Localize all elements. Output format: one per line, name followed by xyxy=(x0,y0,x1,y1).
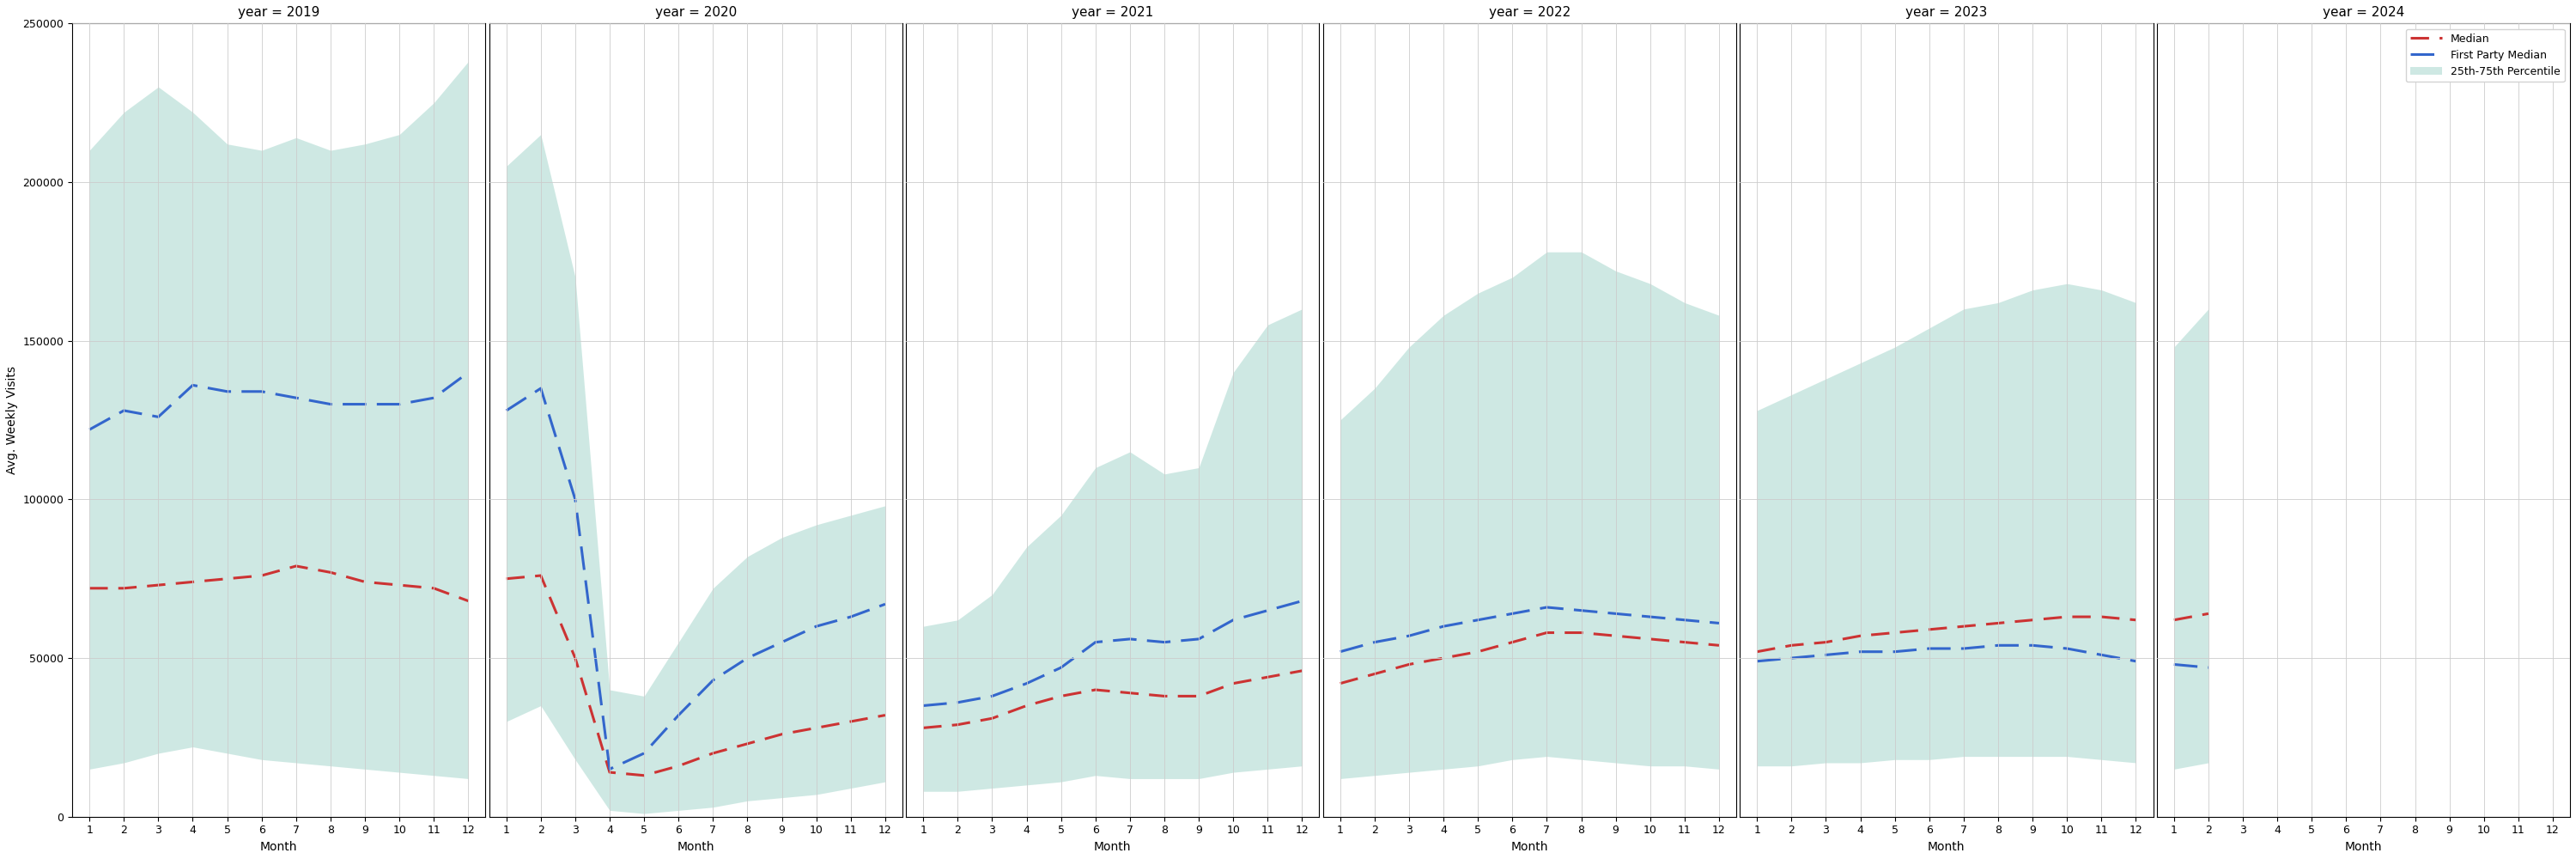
X-axis label: Month: Month xyxy=(2344,841,2383,853)
Title: year = 2024: year = 2024 xyxy=(2324,6,2403,19)
Title: year = 2021: year = 2021 xyxy=(1072,6,1154,19)
Title: year = 2020: year = 2020 xyxy=(654,6,737,19)
Title: year = 2023: year = 2023 xyxy=(1906,6,1989,19)
X-axis label: Month: Month xyxy=(260,841,299,853)
Legend: Median, First Party Median, 25th-75th Percentile: Median, First Party Median, 25th-75th Pe… xyxy=(2406,29,2566,82)
X-axis label: Month: Month xyxy=(1095,841,1131,853)
X-axis label: Month: Month xyxy=(1512,841,1548,853)
Title: year = 2022: year = 2022 xyxy=(1489,6,1571,19)
Y-axis label: Avg. Weekly Visits: Avg. Weekly Visits xyxy=(5,366,18,474)
X-axis label: Month: Month xyxy=(1927,841,1965,853)
Title: year = 2019: year = 2019 xyxy=(237,6,319,19)
X-axis label: Month: Month xyxy=(677,841,714,853)
